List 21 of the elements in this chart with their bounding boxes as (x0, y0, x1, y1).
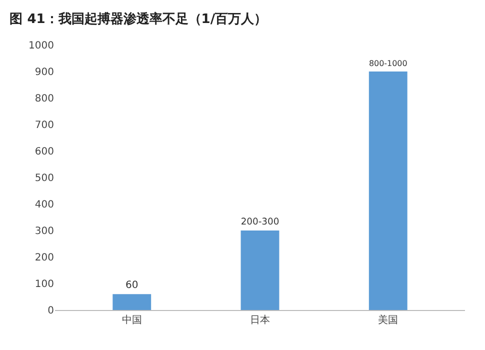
bar (240, 230, 280, 310)
y-tick-label: 800 (34, 94, 54, 104)
y-tick-label: 1000 (28, 40, 54, 52)
data-label: 800-1000 (368, 59, 408, 68)
y-tick-label: 900 (34, 67, 54, 78)
x-tick-label: 美国 (378, 314, 398, 326)
y-tick-label: 0 (48, 306, 54, 316)
bar (368, 72, 408, 310)
bar (112, 294, 152, 310)
y-tick-label: 400 (34, 200, 54, 210)
x-tick-label: 中国 (122, 314, 142, 326)
x-tick-label: 日本 (250, 314, 270, 326)
y-tick-label: 200 (34, 252, 54, 264)
y-tick-label: 300 (34, 226, 54, 237)
data-label: 60 (126, 280, 138, 292)
chart-title: 图 41：我国起搏器渗透率不足（1/百万人） (10, 11, 268, 28)
y-tick-label: 500 (34, 173, 54, 184)
y-tick-label: 600 (34, 146, 54, 158)
y-tick-label: 100 (34, 279, 54, 290)
data-label: 200-300 (240, 216, 280, 228)
y-tick-label: 700 (34, 120, 54, 131)
